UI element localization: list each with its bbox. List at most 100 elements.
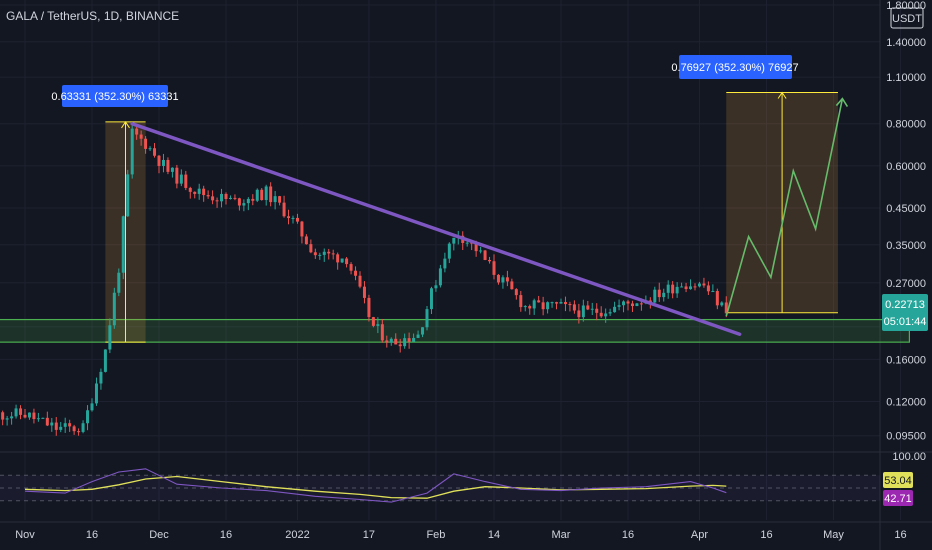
candle-body (563, 302, 567, 305)
candle-body (130, 128, 134, 175)
price-axis[interactable]: 0.095000.120000.160000.200000.270000.350… (886, 0, 926, 443)
candle-body (251, 198, 255, 201)
candle-body (371, 317, 375, 326)
candle-body (354, 270, 358, 276)
time-tick-label: Feb (426, 529, 445, 541)
candle-body (331, 253, 335, 255)
svg-text:0.63331 (352.30%) 63331: 0.63331 (352.30%) 63331 (51, 91, 178, 103)
candle-body (260, 189, 264, 201)
measure-left-arrow-head (121, 121, 130, 129)
candle-body (447, 243, 451, 259)
time-tick-label: Mar (552, 529, 571, 541)
svg-text:53.04: 53.04 (884, 475, 912, 487)
price-tick-label: 1.40000 (886, 37, 926, 49)
price-tick-label: 0.60000 (886, 161, 926, 173)
candle-body (287, 216, 291, 219)
candle-body (5, 418, 9, 420)
candle-body (269, 186, 273, 203)
candle-body (434, 285, 438, 289)
candle-body (273, 196, 277, 203)
candle-body (23, 414, 27, 418)
candle-body (662, 292, 666, 298)
candle-body (336, 254, 340, 263)
candle-body (322, 251, 326, 255)
candle-body (197, 188, 201, 194)
candle-body (54, 422, 58, 430)
candle-body (327, 251, 331, 254)
candle-body (184, 174, 188, 188)
price-tick-label: 0.35000 (886, 240, 926, 252)
candle-body (429, 288, 433, 310)
candle-body (166, 159, 170, 172)
candle-body (514, 289, 518, 296)
candle-body (617, 305, 621, 307)
candle-body (519, 295, 523, 308)
candle-body (590, 308, 594, 310)
price-tick-label: 0.16000 (886, 354, 926, 366)
candle-body (14, 408, 18, 417)
candle-body (595, 308, 599, 313)
candle-body (19, 408, 23, 415)
candle-body (318, 254, 322, 256)
candle-body (135, 128, 139, 135)
candle-body (528, 306, 532, 309)
candle-body (103, 349, 107, 372)
projection (725, 97, 849, 317)
candle-body (599, 312, 603, 317)
time-tick-label: 16 (894, 529, 906, 541)
candle-body (724, 302, 728, 314)
candle-body (202, 188, 206, 196)
candle-body (474, 242, 478, 252)
candle-body (193, 191, 197, 194)
candle-body (345, 258, 349, 265)
candle-body (175, 167, 179, 184)
measure-right-arrow-head (777, 91, 787, 99)
candle-body (720, 302, 724, 306)
time-tick-label: Apr (691, 529, 708, 541)
rsi-ma-line (24, 475, 727, 499)
rsi-line (24, 468, 727, 503)
candle-body (546, 302, 550, 310)
candle-body (90, 403, 94, 411)
candle-body (278, 196, 282, 203)
candle-body (77, 431, 81, 433)
candle-body (228, 197, 232, 199)
candle-body (680, 286, 684, 288)
candle-body (41, 417, 45, 419)
rsi-pane (0, 468, 880, 503)
svg-text:42.71: 42.71 (884, 493, 912, 505)
candle-body (639, 303, 643, 305)
time-tick-label: 16 (220, 529, 232, 541)
candle-body (523, 306, 527, 308)
candle-body (237, 198, 241, 206)
measure-right-badge: 0.76927 (352.30%) 76927 (671, 55, 799, 79)
candle-body (416, 334, 420, 338)
candle-body (86, 410, 90, 424)
candle-body (653, 289, 657, 303)
candle-body (443, 258, 447, 269)
svg-text:0.22713: 0.22713 (885, 299, 925, 311)
candle-body (657, 289, 661, 298)
candle-body (412, 337, 416, 342)
candle-body (711, 291, 715, 293)
candle-body (45, 417, 49, 426)
candle-body (407, 338, 411, 342)
svg-text:USDT: USDT (892, 13, 922, 25)
candle-body (144, 138, 148, 149)
candle-body (630, 303, 634, 307)
candle-body (604, 313, 608, 317)
candle-body (206, 195, 210, 197)
candle-body (157, 155, 161, 166)
candle-body (32, 412, 36, 420)
trendline[interactable] (130, 121, 742, 336)
time-axis[interactable]: Nov 16 Dec 16 2022 17 Feb 14 Mar 16 Apr 16 May 16 (15, 529, 906, 541)
measure-tools[interactable] (105, 91, 838, 343)
candle-body (170, 167, 174, 172)
candle-body (505, 277, 509, 282)
currency-badge[interactable]: USDT (890, 7, 924, 29)
candle-body (215, 200, 219, 202)
candle-body (492, 261, 496, 275)
candle-body (68, 423, 72, 427)
